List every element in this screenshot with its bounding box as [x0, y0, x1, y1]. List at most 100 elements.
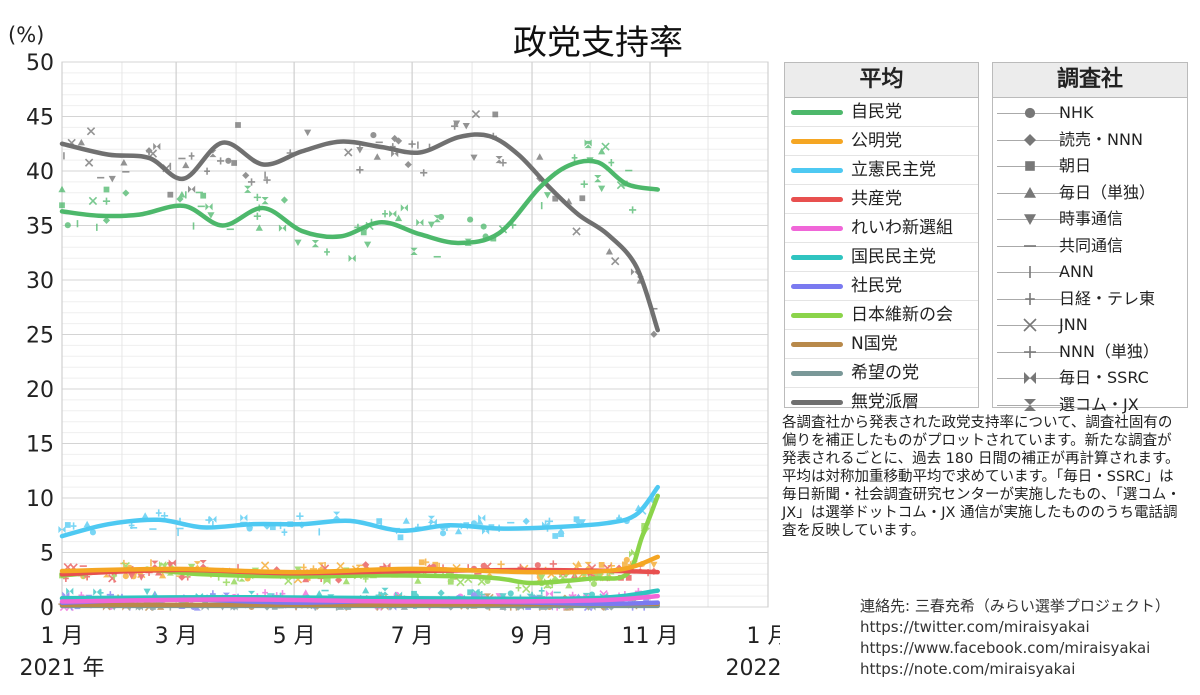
survey-point [153, 142, 161, 151]
survey-point [451, 122, 459, 130]
y-tick-label: 35 [26, 215, 54, 240]
survey-legend-item: ANN [993, 259, 1187, 286]
survey-point [381, 587, 389, 595]
survey-point [580, 180, 588, 188]
survey-point [558, 531, 564, 538]
survey-point [499, 593, 507, 600]
survey-point [280, 196, 289, 204]
survey-point [217, 157, 225, 165]
survey-point [414, 577, 422, 584]
survey-point [200, 192, 207, 199]
survey-point [394, 214, 403, 222]
survey-point [515, 584, 522, 592]
survey-point [281, 528, 288, 536]
survey-point [315, 590, 323, 597]
y-tick-label: 20 [26, 378, 54, 403]
survey-point [88, 196, 98, 206]
legend-label: 公明党 [851, 131, 902, 151]
survey-legend-item: 毎日（単独） [993, 180, 1187, 207]
x-tick-year-label: 2022 年 [726, 656, 780, 681]
survey-point [422, 558, 430, 566]
contact-link-note[interactable]: https://note.com/miraisyakai [860, 660, 1076, 678]
survey-point [621, 561, 628, 568]
survey-legend-label: 日経・テレ東 [1059, 288, 1156, 308]
survey-point [158, 571, 167, 579]
survey-point [93, 588, 101, 596]
legend-item: 共産党 [785, 185, 978, 214]
x-tick-label: 7 月 [391, 624, 434, 649]
survey-legend-label: 読売・NNN [1059, 129, 1143, 149]
survey-legend-label: 選コム・JX [1059, 394, 1139, 414]
legend-label: 社民党 [851, 276, 902, 296]
survey-point [187, 185, 196, 193]
survey-point [342, 577, 350, 585]
average-lines [59, 132, 660, 609]
legend-item: N国党 [785, 330, 978, 359]
survey-legend-label: NNN（単独） [1059, 341, 1159, 361]
survey-point [148, 149, 158, 158]
survey-point [244, 185, 252, 193]
y-tick-label: 30 [26, 269, 54, 294]
survey-point [360, 229, 367, 236]
survey-point [394, 137, 403, 145]
survey-point [370, 132, 377, 139]
survey-legend-item: 選コム・JX [993, 392, 1187, 419]
x-tick-label: 3 月 [155, 624, 198, 649]
series-line-自民党 [59, 158, 660, 246]
legend-swatch [791, 110, 843, 115]
survey-point [410, 247, 418, 255]
survey-point [611, 257, 620, 266]
survey-point [478, 514, 486, 522]
survey-point [240, 514, 248, 522]
survey-point [122, 573, 129, 580]
survey-point [247, 178, 256, 186]
legend-swatch [791, 342, 843, 347]
survey-point [334, 576, 343, 584]
survey-legend-label: 時事通信 [1059, 209, 1124, 228]
survey-point [400, 204, 408, 212]
survey-point [64, 222, 71, 229]
legend-symbol [1025, 292, 1035, 305]
legend-item: 希望の党 [785, 359, 978, 388]
survey-point [454, 527, 463, 535]
survey-point [623, 556, 630, 563]
legend-swatch [791, 284, 843, 289]
survey-point [64, 522, 71, 528]
contact-link-twitter[interactable]: https://twitter.com/miraisyakai [860, 618, 1090, 636]
y-tick-label: 40 [26, 160, 54, 185]
legend-symbol [1024, 107, 1036, 119]
survey-point [439, 530, 447, 537]
survey-point [344, 148, 353, 157]
survey-point [348, 254, 356, 262]
survey-point [534, 562, 541, 569]
survey-point [356, 166, 364, 174]
y-axis-label: (%) [8, 23, 44, 47]
legend-item: 無党派層 [785, 388, 978, 416]
legend-swatch [791, 255, 843, 260]
survey-point [231, 160, 238, 166]
survey-point [492, 111, 499, 118]
contact-info: 連絡先: 三春充希（みらい選挙プロジェクト） https://twitter.c… [860, 596, 1170, 680]
legend-item: 日本維新の会 [785, 301, 978, 330]
survey-legend-label: 共同通信 [1059, 235, 1124, 255]
survey-point [579, 195, 586, 202]
survey-point [480, 223, 487, 230]
bowtie-h-icon [1023, 371, 1037, 385]
survey-point [373, 153, 381, 160]
survey-point [584, 561, 592, 570]
survey-point [364, 241, 372, 249]
average-legend-title: 平均 [785, 63, 978, 98]
survey-point [549, 560, 557, 568]
survey-point [151, 560, 159, 568]
triangle-up-icon [1023, 186, 1037, 200]
contact-link-facebook[interactable]: https://www.facebook.com/miraisyakai [860, 639, 1151, 657]
legend-label: 日本維新の会 [851, 305, 953, 325]
legend-item: 自民党 [785, 98, 978, 127]
survey-legend-item: 時事通信 [993, 206, 1187, 233]
survey-point [507, 590, 514, 597]
legend-swatch [791, 371, 843, 376]
survey-point [590, 580, 597, 587]
legend-symbol [1024, 186, 1036, 198]
survey-point [102, 197, 111, 205]
survey-point [608, 158, 615, 167]
